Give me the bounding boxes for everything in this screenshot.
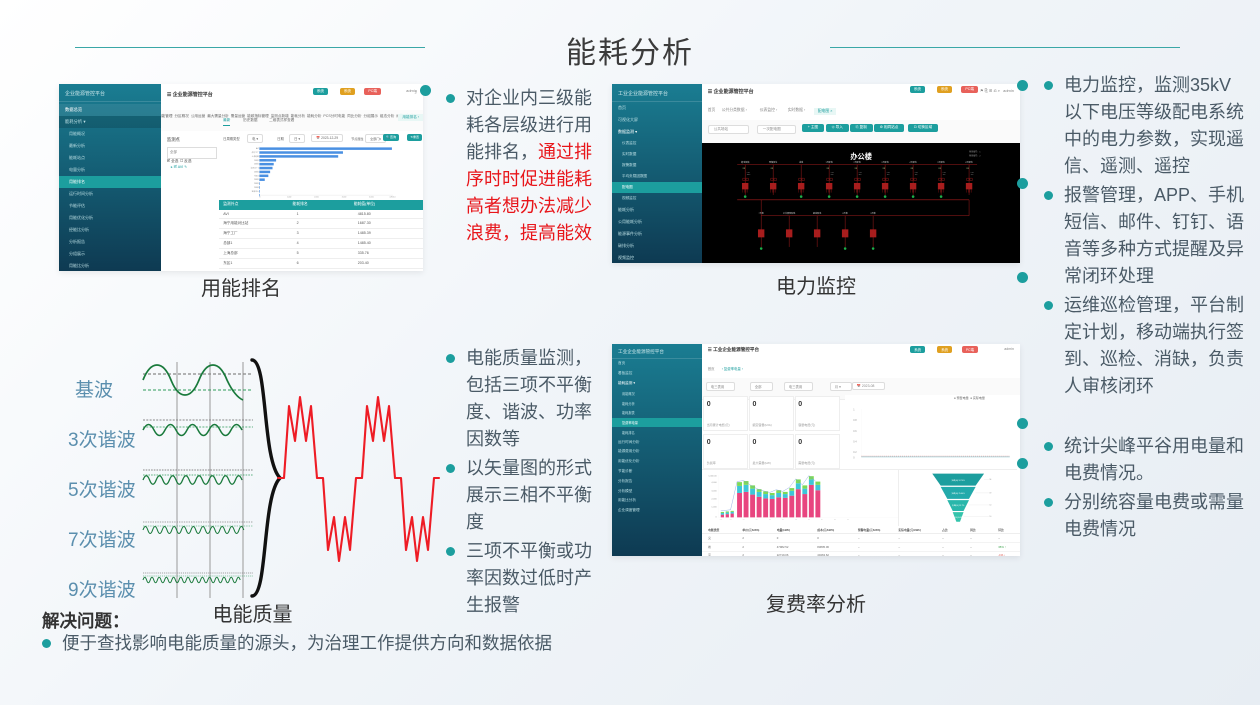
svg-text:0.6: 0.6: [853, 430, 857, 433]
svg-text:10: 10: [989, 505, 991, 507]
svg-text:27: 27: [834, 518, 836, 520]
svg-text:5次谐波: 5次谐波: [68, 479, 136, 501]
svg-text:06: 06: [742, 518, 744, 520]
svg-text:21: 21: [808, 518, 810, 520]
svg-text:15: 15: [782, 518, 784, 520]
svg-text:2,000: 2,000: [711, 498, 716, 500]
svg-text:18: 18: [795, 518, 797, 520]
svg-text:0.8: 0.8: [853, 419, 857, 422]
svg-text:7次谐波: 7次谐波: [68, 529, 136, 551]
svg-text:3次谐波: 3次谐波: [68, 429, 136, 451]
svg-text:30: 30: [847, 518, 849, 520]
svg-text:5,000.00: 5,000.00: [708, 475, 716, 477]
svg-text:56: 56: [989, 479, 991, 481]
svg-text:基波: 基波: [75, 379, 113, 401]
svg-text:0: 0: [853, 457, 855, 460]
svg-text:1,000: 1,000: [711, 506, 716, 508]
svg-text:01: 01: [720, 518, 722, 520]
svg-text:03: 03: [729, 518, 731, 520]
svg-text:12: 12: [768, 518, 770, 520]
svg-text:0.2: 0.2: [853, 451, 857, 454]
svg-text:1: 1: [853, 409, 855, 412]
svg-text:3,000: 3,000: [711, 490, 716, 492]
svg-text:24: 24: [821, 518, 823, 520]
svg-text:19: 19: [989, 493, 991, 495]
svg-text:09: 09: [755, 518, 757, 520]
svg-text:10: 10: [989, 516, 991, 518]
svg-text:0.4: 0.4: [853, 441, 857, 444]
svg-text:0: 0: [715, 516, 716, 518]
svg-text:4,000: 4,000: [711, 482, 716, 484]
